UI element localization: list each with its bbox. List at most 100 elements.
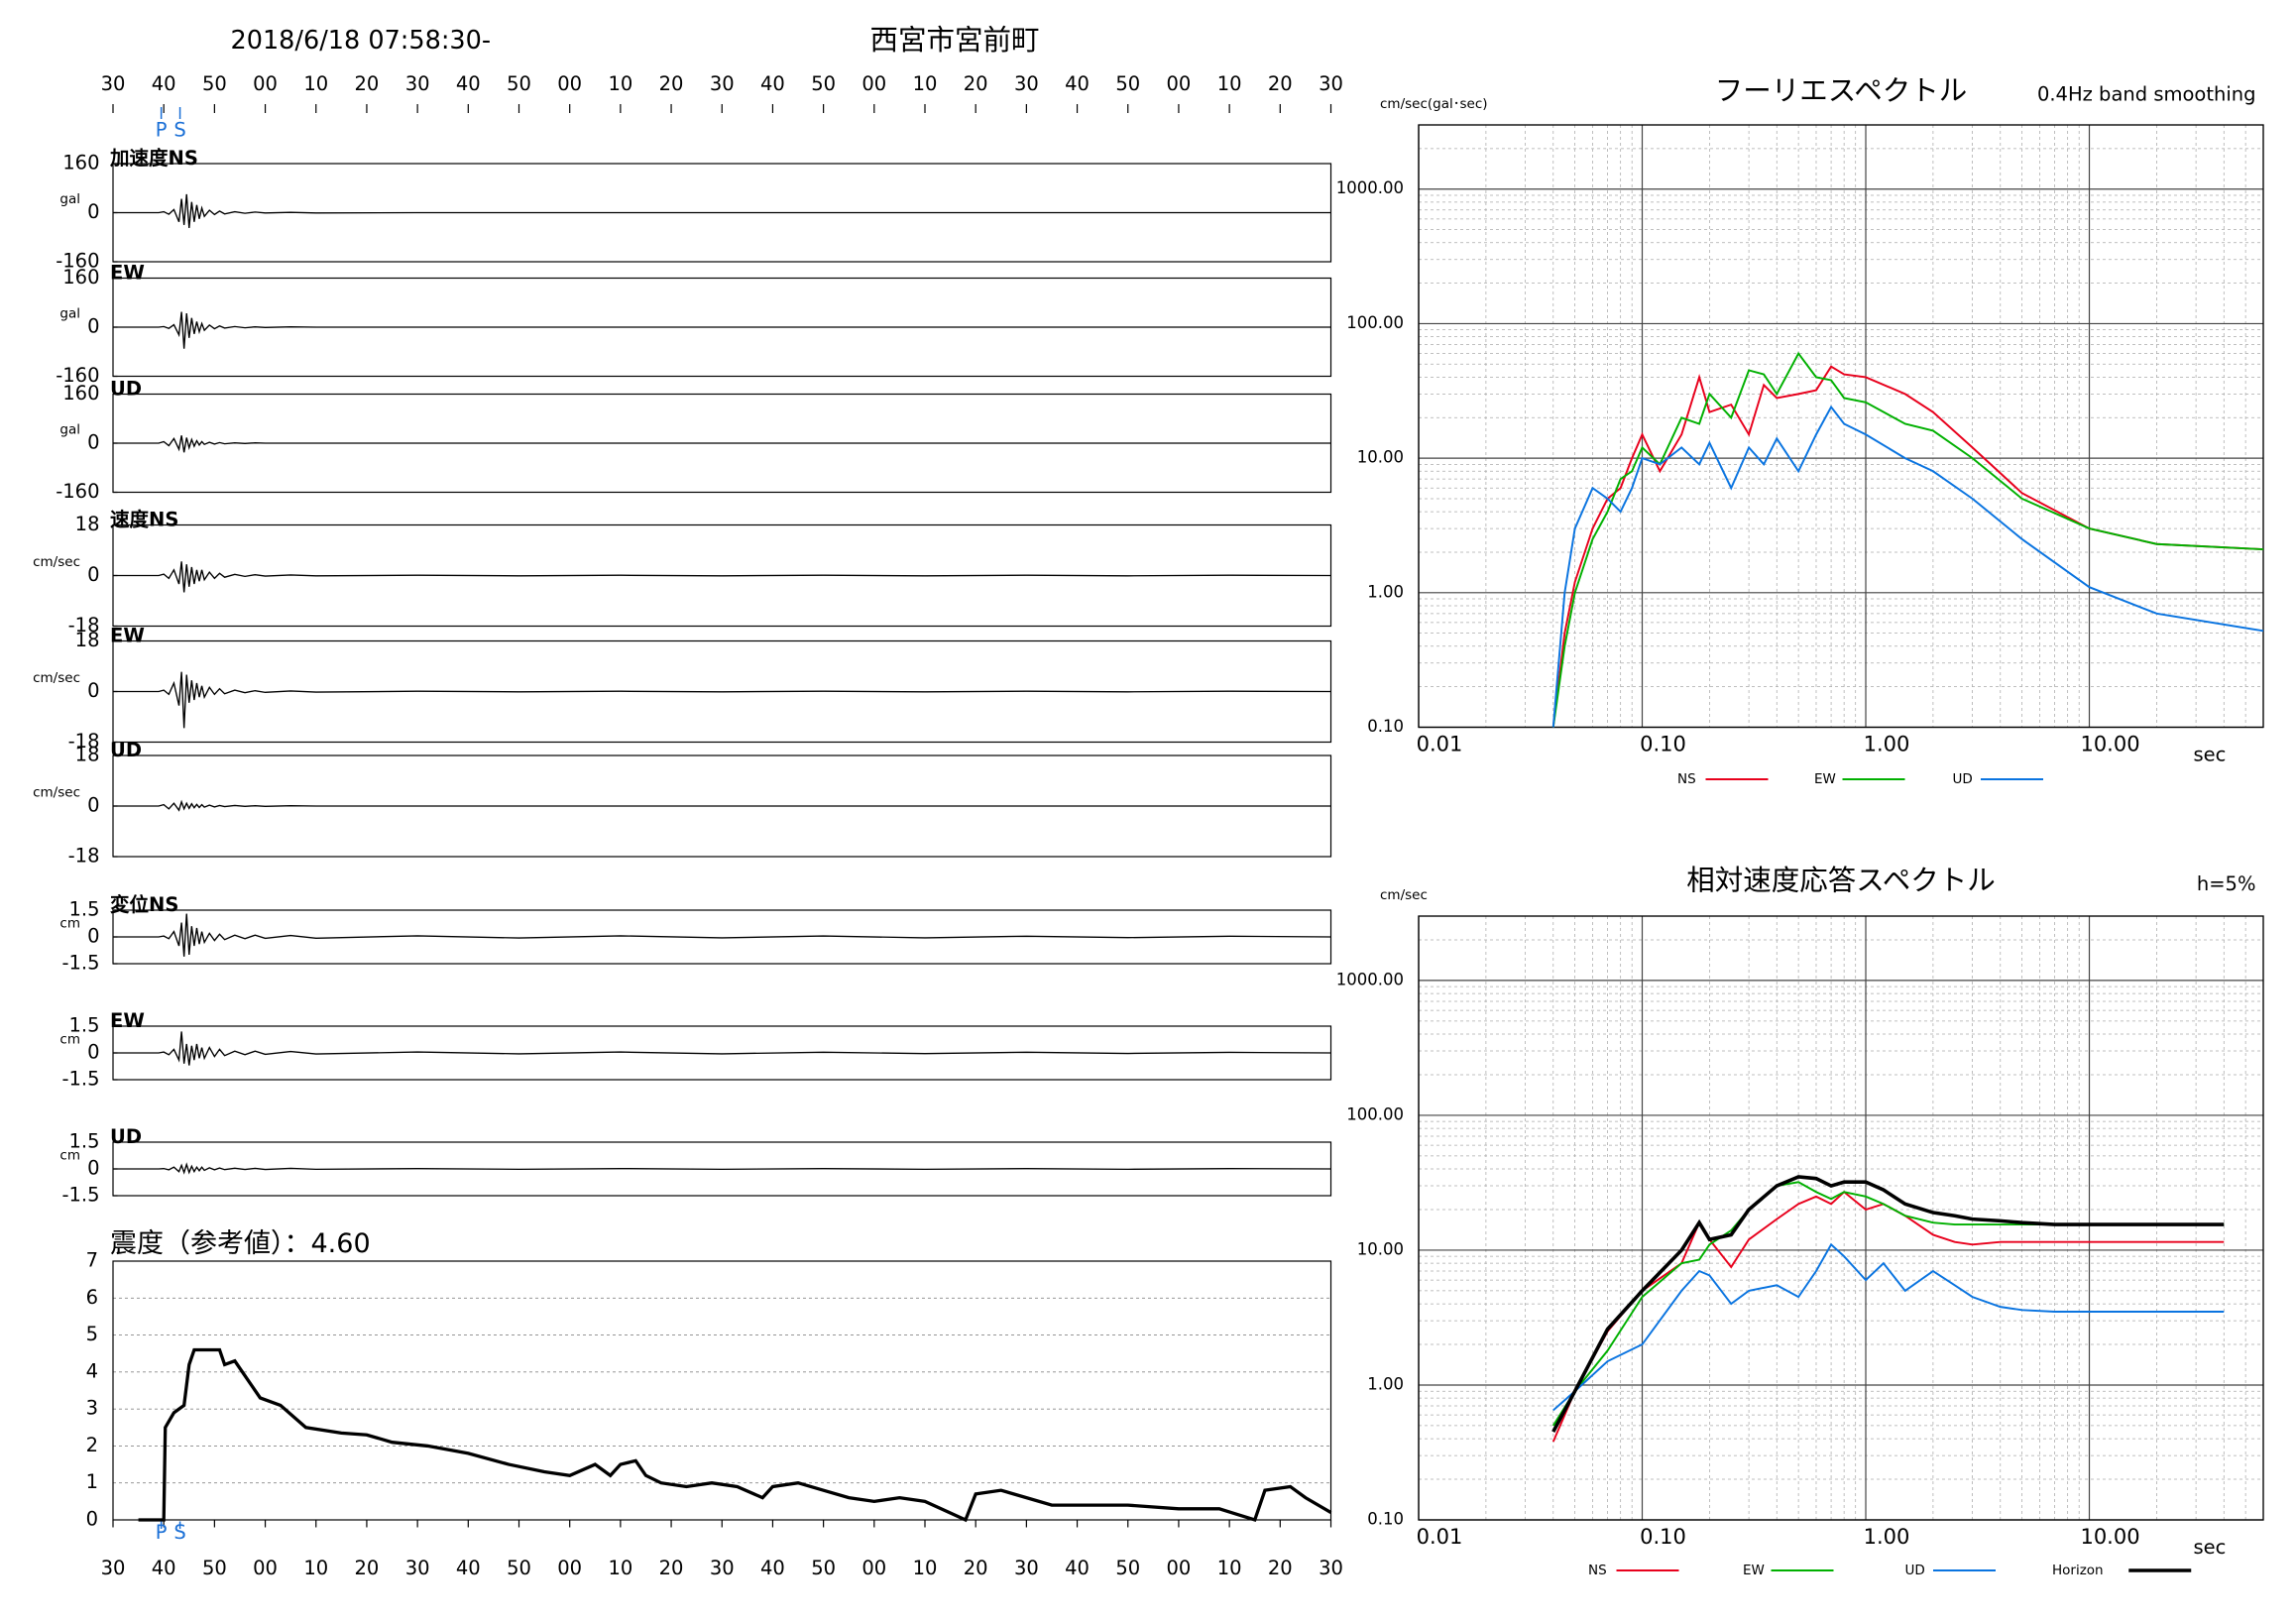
x-axis-label: sec [2194,1536,2227,1559]
intensity-line [138,1347,1332,1523]
y-tick-label: -18 [68,845,100,868]
x-tick-label: 40 [152,72,176,95]
panel-label: 加速度NS [109,147,198,170]
panel-label: UD [110,1125,142,1148]
panel-unit: cm/sec [33,670,80,686]
waveform-trace [113,193,1331,229]
legend-label: EW [1814,771,1836,787]
x-tick-label: 20 [355,72,380,95]
x-tick-label: 00 [1167,1557,1192,1579]
station: 西宮市宮前町 [869,24,1039,57]
x-tick-label: 20 [1268,1557,1293,1579]
y-tick-label: 0 [87,1041,99,1064]
x-tick-label: 50 [507,72,531,95]
x-tick-label: 00 [253,1557,278,1579]
panel-unit: gal [59,306,80,322]
x-tick-label: 40 [1065,72,1090,95]
phase-label: S [173,1521,185,1544]
x-tick-label: 30 [405,72,430,95]
y-tick-label: 1.5 [68,898,99,921]
panel-label: EW [110,262,145,285]
y-tick-label: -1.5 [61,1068,99,1091]
x-axis-label: sec [2194,744,2227,766]
chart-title: フーリエスペクトル [1715,74,1968,107]
y-tick-label: 10.00 [1357,448,1404,467]
y-tick-label: 160 [62,266,99,289]
spectrum-line [1551,1181,2225,1427]
x-tick-label: 10 [913,72,938,95]
panel-unit: cm/sec [33,785,80,801]
waveform-trace [113,561,1331,593]
x-tick-label: 00 [1167,72,1192,95]
y-tick-label: 18 [75,513,100,535]
y-tick-label: 1.00 [1367,1374,1404,1393]
y-tick-label: 18 [75,629,100,651]
panel-label: 変位NS [110,893,178,916]
x-tick-label: 10 [608,1557,632,1579]
plot-frame [1418,915,2264,1521]
y-tick-label: -18 [68,614,100,637]
spectrum-line [1551,1190,2225,1443]
x-tick-label: 0.10 [1640,1525,1686,1549]
x-tick-label: 00 [861,72,886,95]
x-tick-label: 20 [659,72,684,95]
x-tick-label: 10 [608,72,632,95]
y-tick-label: 7 [86,1249,98,1272]
x-tick-label: 40 [1065,1557,1090,1579]
panel-label: UD [110,739,142,761]
chart-title: 震度（参考値）：4.60 [110,1228,371,1259]
x-tick-label: 50 [1115,72,1140,95]
y-tick-label: 1.5 [68,1130,99,1153]
y-tick-label: 0.10 [1367,717,1404,736]
y-tick-label: 0 [86,1508,98,1531]
x-tick-label: 40 [760,72,785,95]
x-tick-label: 50 [1115,1557,1140,1579]
y-tick-label: 6 [86,1286,98,1309]
panel-label: UD [110,378,142,401]
x-tick-label: 30 [1319,1557,1343,1579]
y-tick-label: -160 [56,480,99,503]
x-tick-label: 0.01 [1417,733,1463,756]
x-tick-label: 50 [811,72,836,95]
x-tick-label: 20 [1268,72,1293,95]
y-tick-label: 0.10 [1367,1510,1404,1529]
panel-unit: cm [59,1032,80,1048]
legend-label: UD [1905,1563,1925,1578]
x-tick-label: 20 [355,1557,380,1579]
y-tick-label: 0 [87,679,99,702]
y-tick-label: 5 [86,1323,98,1345]
x-tick-label: 1.00 [1864,1525,1910,1549]
panel-unit: cm [59,916,80,932]
x-tick-label: 30 [405,1557,430,1579]
y-tick-label: 0 [87,925,99,948]
x-tick-label: 50 [507,1557,531,1579]
x-tick-label: 30 [710,1557,735,1579]
panel-label: 速度NS [110,509,178,531]
y-tick-label: -160 [56,364,99,387]
waveform-trace [113,913,1331,957]
x-tick-label: 50 [811,1557,836,1579]
y-tick-label: 100.00 [1346,1104,1404,1123]
y-tick-label: 100.00 [1346,313,1404,332]
phase-label: S [173,119,185,142]
spectrum-line [1551,351,2264,728]
x-tick-label: 00 [557,1557,582,1579]
y-tick-label: -18 [68,730,100,753]
x-tick-label: 40 [760,1557,785,1579]
waveform-trace [113,799,1331,812]
spectrum-line [1551,405,2264,728]
x-tick-label: 00 [557,72,582,95]
x-tick-label: 0.10 [1640,733,1686,756]
y-tick-label: 1000.00 [1336,178,1404,197]
x-tick-label: 40 [456,72,481,95]
x-tick-label: 30 [101,1557,126,1579]
legend-label: NS [1588,1563,1607,1578]
y-tick-label: -160 [56,250,99,273]
legend-label: EW [1743,1563,1765,1578]
y-tick-label: 1000.00 [1336,970,1404,988]
x-tick-label: 10 [913,1557,938,1579]
x-tick-label: 50 [202,1557,227,1579]
y-tick-label: 4 [86,1359,98,1382]
waveform-trace [113,311,1331,349]
